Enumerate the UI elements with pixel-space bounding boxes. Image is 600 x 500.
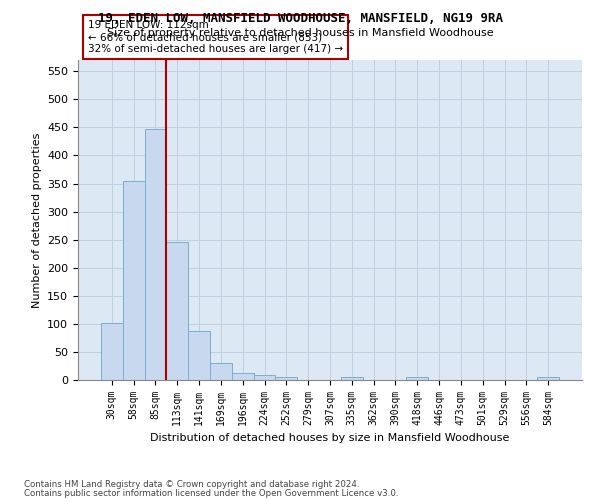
Bar	[254, 375, 275, 380]
Text: Size of property relative to detached houses in Mansfield Woodhouse: Size of property relative to detached ho…	[107, 28, 493, 38]
Bar	[145, 129, 166, 380]
Bar	[123, 180, 145, 380]
Text: 19 EDEN LOW: 112sqm
← 66% of detached houses are smaller (853)
32% of semi-detac: 19 EDEN LOW: 112sqm ← 66% of detached ho…	[88, 20, 343, 54]
Bar	[537, 377, 559, 380]
Text: Contains HM Land Registry data © Crown copyright and database right 2024.: Contains HM Land Registry data © Crown c…	[24, 480, 359, 489]
Bar	[341, 377, 363, 380]
Bar	[275, 377, 297, 380]
Bar	[232, 372, 254, 380]
Bar	[166, 242, 188, 380]
Y-axis label: Number of detached properties: Number of detached properties	[32, 132, 41, 308]
Bar	[210, 363, 232, 380]
Bar	[101, 322, 123, 380]
Text: Contains public sector information licensed under the Open Government Licence v3: Contains public sector information licen…	[24, 488, 398, 498]
Text: 19, EDEN LOW, MANSFIELD WOODHOUSE, MANSFIELD, NG19 9RA: 19, EDEN LOW, MANSFIELD WOODHOUSE, MANSF…	[97, 12, 503, 26]
Bar	[188, 331, 210, 380]
X-axis label: Distribution of detached houses by size in Mansfield Woodhouse: Distribution of detached houses by size …	[151, 434, 509, 444]
Bar	[406, 377, 428, 380]
